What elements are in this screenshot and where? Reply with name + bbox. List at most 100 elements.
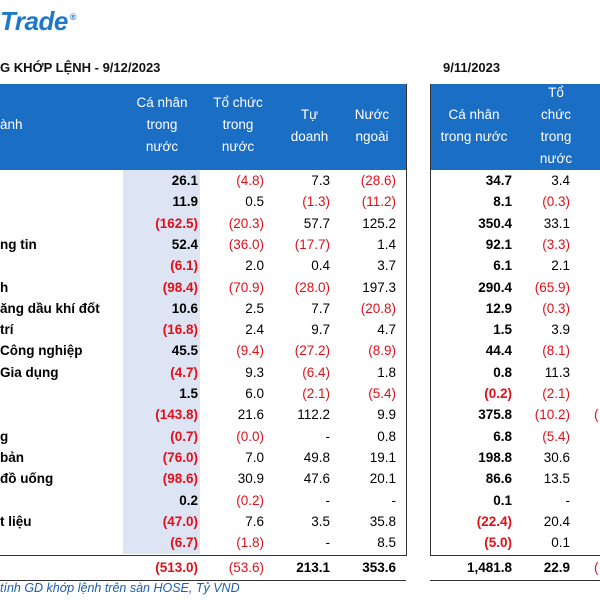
cell-c3: 7.7 xyxy=(311,300,330,316)
cell-c4: 1.8 xyxy=(377,364,396,380)
cell-c4: 35.8 xyxy=(369,513,396,529)
cell-c4: (20.8) xyxy=(360,300,396,316)
cell-c3: (28.0) xyxy=(294,279,330,295)
total-r-individual: 1,481.8 xyxy=(466,560,512,575)
total-foreign: 353.6 xyxy=(362,560,396,575)
table-row: 26.1 (4.8) 7.3 (28.6) 34.7 3.4 xyxy=(0,170,600,192)
row-sector-label: trí xyxy=(0,322,14,338)
cell-c3: (6.4) xyxy=(302,364,330,380)
cell-c4: 1.4 xyxy=(377,236,396,252)
cell-c1: (98.4) xyxy=(162,279,198,295)
table-row: h (98.4) (70.9) (28.0) 197.3 290.4 (65.9) xyxy=(0,277,600,299)
row-sector-label: bản xyxy=(0,449,25,465)
cell-c1: 52.4 xyxy=(171,236,198,252)
total-proprietary: 213.1 xyxy=(296,560,330,575)
row-sector-label: Gia dụng xyxy=(0,364,59,380)
cell-r1: 1.5 xyxy=(493,322,512,338)
cell-c3: 3.5 xyxy=(311,513,330,529)
table-row: ng tin 52.4 (36.0) (17.7) 1.4 92.1 (3.3) xyxy=(0,234,600,256)
table-row: 0.2 (0.2) - - 0.1 - xyxy=(0,490,600,512)
cell-c3: 7.3 xyxy=(311,173,330,188)
total-r-institution: 22.9 xyxy=(543,560,570,575)
left-table-header: ành Cá nhân trong nước Tổ chức trong nước Tự… xyxy=(0,84,406,170)
cell-c4: 125.2 xyxy=(362,215,396,231)
row-sector-label: Công nghiệp xyxy=(0,343,83,359)
cell-r1: 34.7 xyxy=(485,173,512,188)
cell-c4: (8.9) xyxy=(368,343,396,359)
cell-c1: 26.1 xyxy=(171,173,198,188)
brand-logo: Trade ® xyxy=(0,6,76,37)
cell-c3: (1.3) xyxy=(302,194,330,210)
cell-c3: 49.8 xyxy=(303,449,330,465)
cell-c4: 8.5 xyxy=(377,535,396,551)
cell-r1: 198.8 xyxy=(478,449,512,465)
cell-c4: (5.4) xyxy=(368,386,396,401)
cell-c1: (143.8) xyxy=(155,407,198,423)
cell-r1: 0.1 xyxy=(493,492,512,508)
cell-r1: 12.9 xyxy=(485,300,512,316)
header-individual-domestic: Cá nhân trong nước xyxy=(136,95,188,154)
cell-c4: 3.7 xyxy=(377,258,396,274)
total-institution: (53.6) xyxy=(228,560,264,575)
cell-r1: 375.8 xyxy=(478,407,512,423)
row-sector-label: t liệu xyxy=(0,513,32,529)
total-individual: (513.0) xyxy=(155,560,198,575)
trademark-symbol: ® xyxy=(69,12,77,22)
cell-c2: (0.2) xyxy=(236,492,264,508)
right-table-header: Cá nhân trong nước Tổ chức trong nước xyxy=(430,84,600,170)
cell-c2: 6.0 xyxy=(245,386,264,401)
table-row: Công nghiệp 45.5 (9.4) (27.2) (8.9) 44.4 (8.1) xyxy=(0,340,600,362)
cell-r2: 3.4 xyxy=(551,173,570,188)
right-table-title: 9/11/2023 xyxy=(443,60,501,75)
cell-c3: 112.2 xyxy=(297,407,330,423)
cell-c2: (20.3) xyxy=(228,215,264,231)
cell-c2: 2.5 xyxy=(245,300,264,316)
cell-c3: 47.6 xyxy=(303,471,330,487)
cell-c4: 0.8 xyxy=(377,428,396,444)
cell-r3: ( xyxy=(594,407,599,423)
table-row: ăng dầu khí đốt 10.6 2.5 7.7 (20.8) 12.9 (0.3) xyxy=(0,298,600,320)
table-row: trí (16.8) 2.4 9.7 4.7 1.5 3.9 xyxy=(0,319,600,341)
table-row: đồ uống (98.6) 30.9 47.6 20.1 86.6 13.5 xyxy=(0,468,600,490)
cell-r1: (0.2) xyxy=(484,386,512,401)
cell-r1: 92.1 xyxy=(485,236,512,252)
cell-r2: 33.1 xyxy=(543,215,570,231)
cell-r2: (65.9) xyxy=(534,279,570,295)
cell-c4: (28.6) xyxy=(360,173,396,188)
cell-c1: 11.9 xyxy=(172,194,198,210)
cell-c3: (17.7) xyxy=(294,236,330,252)
cell-r1: 6.8 xyxy=(493,428,512,444)
cell-c3: - xyxy=(325,428,331,444)
cell-c3: - xyxy=(325,492,331,508)
cell-c1: (0.7) xyxy=(170,428,198,444)
cell-c2: (4.8) xyxy=(236,173,264,188)
cell-c1: (16.8) xyxy=(162,322,198,338)
logo-text: Trade xyxy=(0,6,68,36)
cell-r1: 8.1 xyxy=(493,194,512,210)
row-sector-label: g xyxy=(0,428,9,444)
left-table-title: G KHỚP LỆNH - 9/12/2023 xyxy=(0,60,161,75)
row-sector-label: ng tin xyxy=(0,236,37,252)
cell-r2: (0.3) xyxy=(542,194,570,210)
cell-c3: (2.1) xyxy=(302,386,330,401)
cell-r1: 6.1 xyxy=(493,258,512,274)
cell-c2: (0.0) xyxy=(236,428,264,444)
footnote: tính GD khớp lệnh trên sàn HOSE, Tỷ VND xyxy=(0,581,240,595)
cell-c2: (9.4) xyxy=(236,343,264,359)
cell-c1: (98.6) xyxy=(162,471,198,487)
cell-r2: (0.3) xyxy=(542,300,570,316)
cell-r2: 3.9 xyxy=(551,322,570,338)
cell-c1: (47.0) xyxy=(162,513,198,529)
cell-c1: (76.0) xyxy=(162,449,198,465)
cell-c2: 2.4 xyxy=(245,322,264,338)
cell-c2: (36.0) xyxy=(228,236,264,252)
cell-r2: (10.2) xyxy=(534,407,570,423)
cell-r1: (22.4) xyxy=(476,513,512,529)
cell-r1: 350.4 xyxy=(478,215,512,231)
cell-c2: 7.6 xyxy=(245,513,264,529)
right-table-border xyxy=(430,84,431,556)
cell-c2: 7.0 xyxy=(245,449,264,465)
table-row: t liệu (47.0) 7.6 3.5 35.8 (22.4) 20.4 xyxy=(0,511,600,533)
cell-c1: 10.6 xyxy=(171,300,198,316)
table-row: (6.7) (1.8) - 8.5 (5.0) 0.1 xyxy=(0,532,600,554)
